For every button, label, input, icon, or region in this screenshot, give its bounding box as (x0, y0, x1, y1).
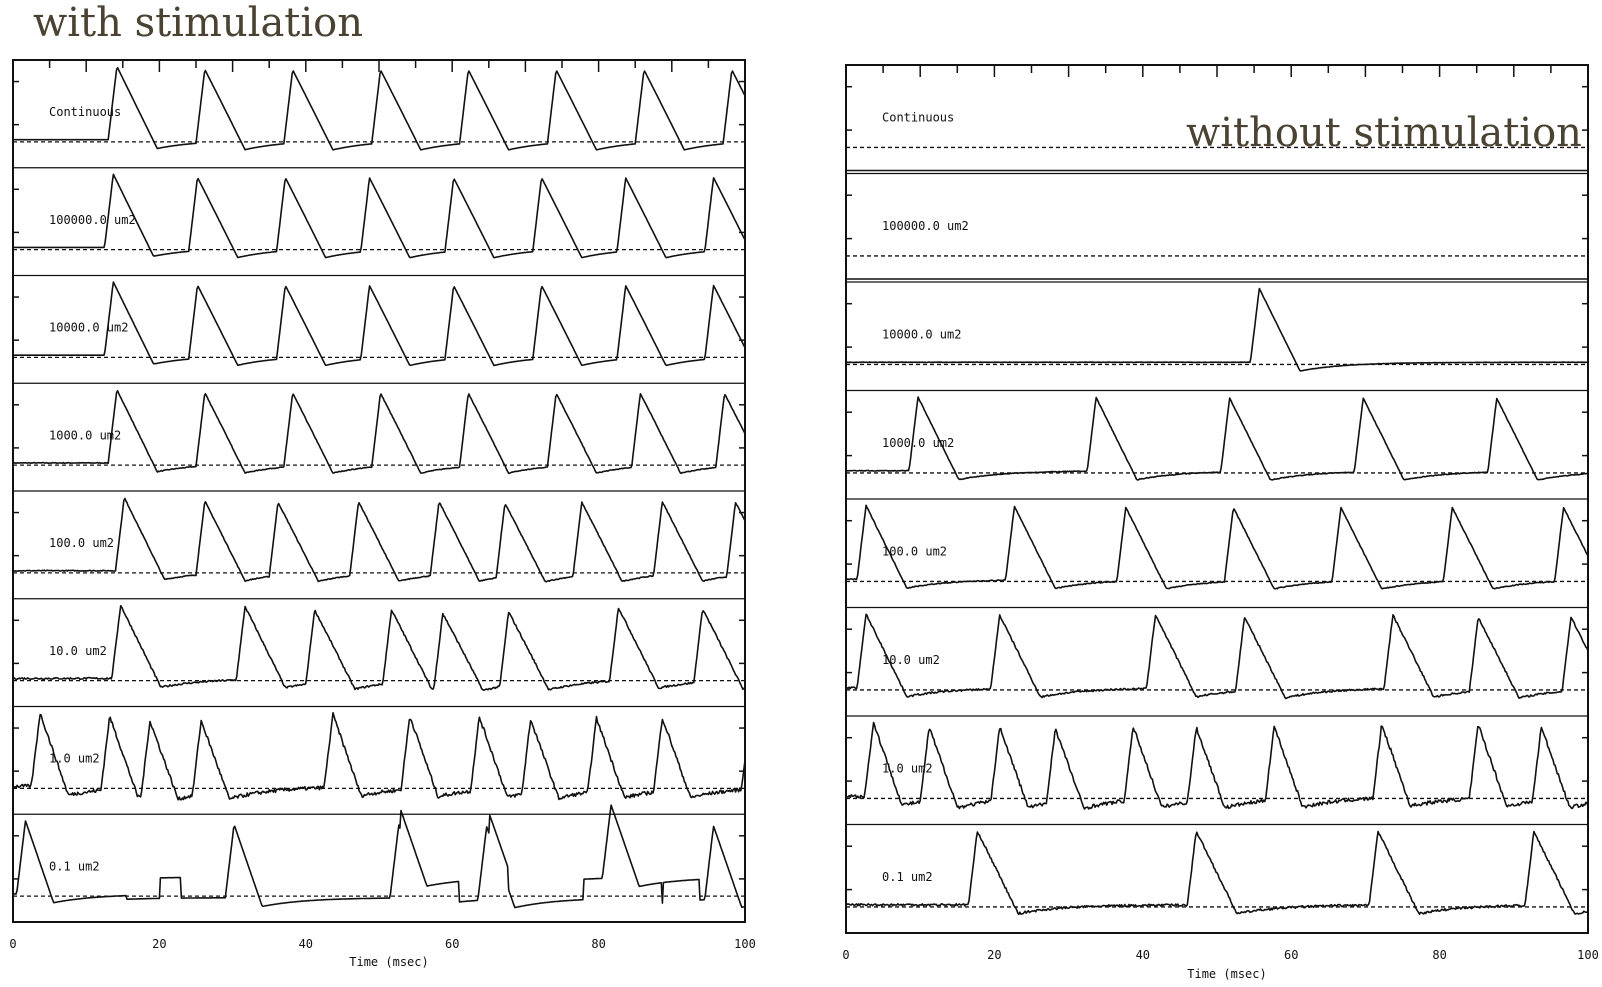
series-label: Continuous (49, 105, 121, 119)
voltage-trace (845, 721, 1589, 810)
series-label: 0.1 um2 (49, 859, 100, 873)
series-label: 10.0 um2 (882, 653, 940, 667)
trace-row: 100000.0 um2 (13, 173, 746, 277)
series-label: 1000.0 um2 (49, 428, 121, 442)
x-tick-label: 40 (299, 937, 313, 951)
left-panel-heading: with stimulation (33, 0, 363, 46)
x-axis-title: Time (msec) (1187, 967, 1266, 981)
x-tick-label: 20 (152, 937, 166, 951)
series-label: 100000.0 um2 (49, 213, 136, 227)
trace-row: 1000.0 um2 (845, 396, 1589, 500)
voltage-trace (12, 604, 746, 692)
trace-row: Continuous (846, 85, 1588, 175)
trace-row: Continuous (13, 66, 746, 169)
trace-row: 10.0 um2 (12, 604, 746, 708)
trace-row: 10000.0 um2 (13, 281, 746, 384)
series-label: 1.0 um2 (49, 752, 100, 766)
series-label: 0.1 um2 (882, 870, 933, 884)
trace-row: 100000.0 um2 (846, 194, 1588, 283)
x-tick-label: 80 (1432, 948, 1446, 962)
voltage-trace (13, 66, 746, 151)
series-label: 1000.0 um2 (882, 436, 954, 450)
series-label: 10000.0 um2 (49, 321, 128, 335)
trace-row: 10.0 um2 (845, 613, 1589, 717)
x-tick-label: 60 (1284, 948, 1298, 962)
series-label: 10000.0 um2 (882, 327, 961, 341)
chart-with-stimulation: Continuous 100000.0 um2 10000.0 um2 1000.0 … (9, 59, 756, 969)
voltage-trace (12, 389, 746, 475)
series-label: 100000.0 um2 (882, 219, 969, 233)
trace-row: 100.0 um2 (12, 497, 746, 600)
voltage-trace (12, 711, 746, 801)
x-tick-label: 100 (1577, 948, 1599, 962)
voltage-trace (13, 173, 746, 259)
x-tick-label: 80 (591, 937, 605, 951)
series-label: 100.0 um2 (49, 536, 114, 550)
right-panel-heading: without stimulation (1186, 110, 1582, 156)
trace-row: 100.0 um2 (845, 504, 1589, 609)
x-tick-label: 100 (734, 937, 756, 951)
trace-row: 1.0 um2 (845, 721, 1589, 826)
chart-without-stimulation: Continuous 100000.0 um2 10000.0 um2 1000.0 … (842, 64, 1599, 981)
trace-row: 1.0 um2 (12, 711, 746, 815)
voltage-trace (845, 830, 1589, 916)
trace-row: 1000.0 um2 (12, 389, 746, 492)
voltage-trace (12, 497, 746, 583)
voltage-trace (845, 396, 1589, 481)
voltage-trace (845, 287, 1589, 372)
x-tick-label: 20 (987, 948, 1001, 962)
series-label: 1.0 um2 (882, 761, 933, 775)
series-label: 10.0 um2 (49, 644, 107, 658)
x-axis-title: Time (msec) (349, 955, 428, 969)
voltage-trace (845, 504, 1589, 590)
x-tick-label: 40 (1136, 948, 1150, 962)
x-tick-label: 60 (445, 937, 459, 951)
x-tick-label: 0 (9, 937, 16, 951)
voltage-trace (13, 804, 746, 909)
trace-row: 0.1 um2 (13, 804, 746, 909)
voltage-trace (13, 281, 746, 367)
trace-row: 10000.0 um2 (845, 287, 1589, 392)
voltage-trace (845, 613, 1589, 700)
series-label: Continuous (882, 110, 954, 124)
trace-row: 0.1 um2 (845, 830, 1589, 916)
x-tick-label: 0 (842, 948, 849, 962)
series-label: 100.0 um2 (882, 544, 947, 558)
